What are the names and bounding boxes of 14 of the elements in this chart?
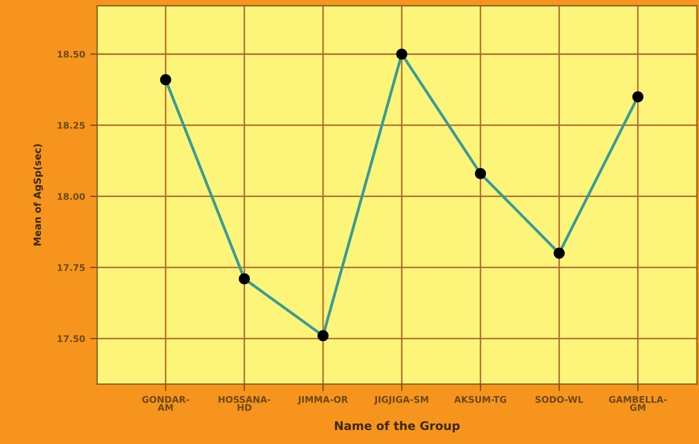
y-axis-title: Mean of AgSp(sec) <box>33 144 43 246</box>
y-tick-label: 18.50 <box>58 50 85 58</box>
y-tick-label: 18.25 <box>58 122 85 129</box>
x-tick-label: JIMMA-OR <box>298 396 348 405</box>
x-tick-label: AKSUM-TG <box>454 396 506 403</box>
x-tick-label: HOSSANA- HD <box>218 396 270 411</box>
x-tick-label: JIGJIGA-SM <box>374 396 428 405</box>
y-tick-label: 17.50 <box>58 335 85 342</box>
x-axis-title: Name of the Group <box>334 420 460 432</box>
y-tick-label: 18.00 <box>58 193 85 200</box>
y-tick-label: 17.75 <box>58 264 85 272</box>
x-tick-label: GAMBELLA- GM <box>608 396 667 411</box>
x-tick-label: GONDAR- AM <box>142 396 190 411</box>
x-tick-label: SODO-WL <box>536 396 584 403</box>
